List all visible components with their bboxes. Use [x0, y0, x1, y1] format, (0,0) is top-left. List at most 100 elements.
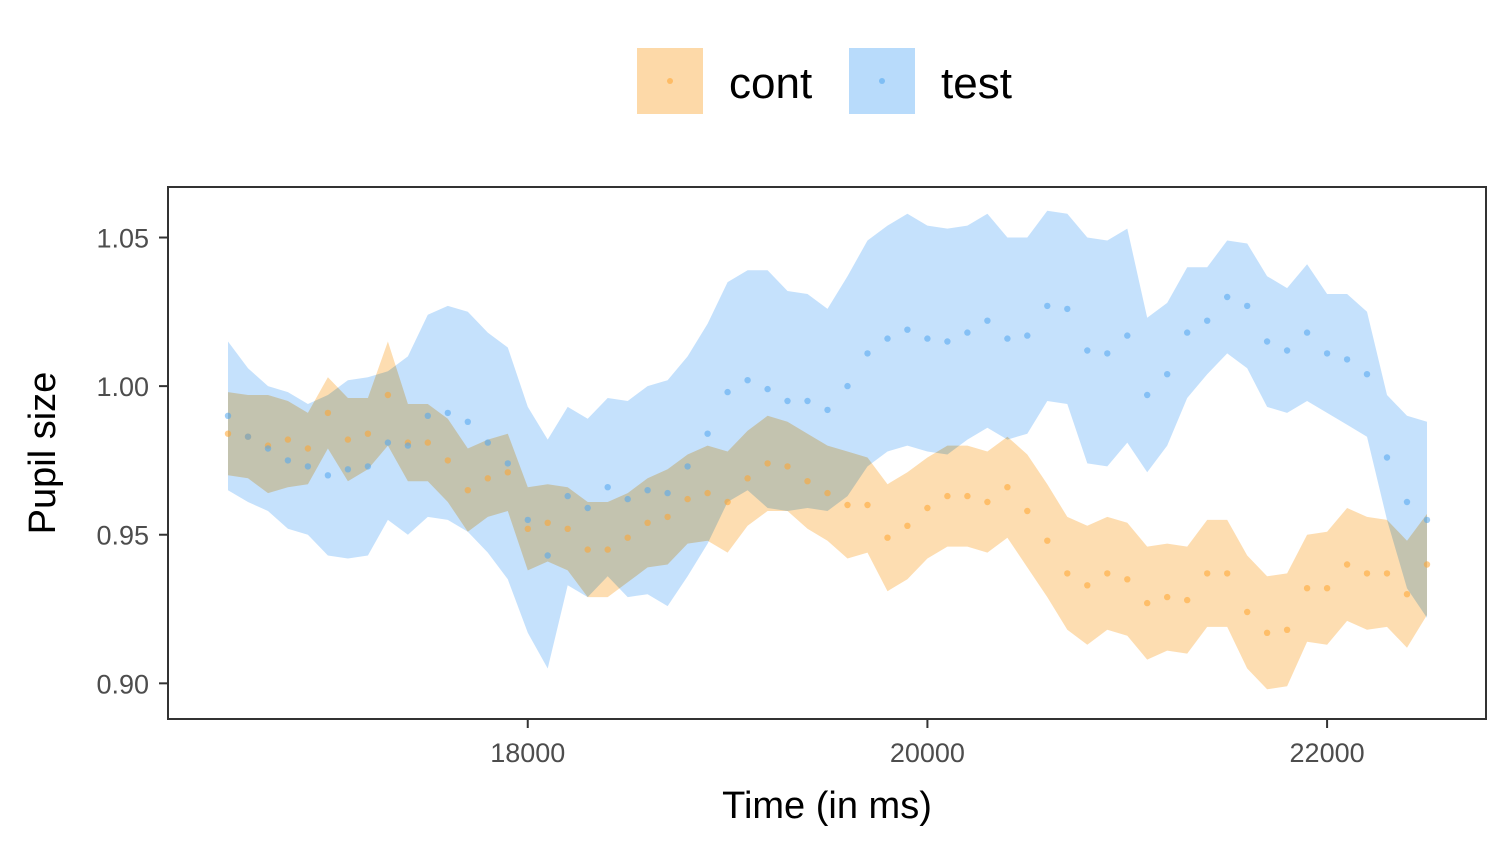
point-test	[1104, 350, 1111, 357]
legend-key-test-point	[879, 78, 885, 84]
point-test	[1383, 454, 1391, 461]
point-cont	[344, 436, 352, 443]
point-test	[424, 412, 431, 419]
point-cont	[1124, 576, 1131, 583]
point-test	[284, 457, 292, 464]
point-test	[684, 463, 691, 470]
point-test	[444, 409, 451, 417]
ribbon-cont	[228, 341, 1427, 690]
y-tick-label: 0.90	[96, 669, 149, 699]
point-test	[704, 430, 711, 437]
x-axis-title: Time (in ms)	[722, 785, 932, 827]
point-cont	[544, 519, 551, 526]
point-cont	[1263, 629, 1271, 636]
point-test	[384, 439, 392, 446]
point-test	[1363, 371, 1371, 378]
point-test	[1263, 338, 1271, 345]
point-cont	[384, 391, 392, 399]
point-cont	[1343, 561, 1351, 568]
point-cont	[804, 478, 811, 485]
legend-key-cont-point	[667, 78, 673, 84]
point-cont	[1363, 570, 1371, 577]
point-test	[1024, 332, 1031, 339]
ribbon-layer	[228, 210, 1427, 690]
point-test	[1343, 356, 1351, 363]
point-cont	[224, 430, 232, 437]
point-cont	[824, 489, 831, 497]
point-cont	[1244, 608, 1251, 616]
point-test	[844, 382, 851, 390]
point-cont	[604, 546, 611, 553]
point-test	[544, 552, 551, 559]
point-cont	[1084, 582, 1091, 589]
point-cont	[984, 498, 991, 506]
point-test	[1224, 293, 1231, 301]
point-test	[984, 317, 991, 324]
point-cont	[644, 519, 651, 526]
points-layer	[224, 293, 1431, 636]
point-test	[524, 516, 531, 524]
point-cont	[1204, 570, 1211, 577]
point-test	[604, 484, 611, 491]
point-test	[264, 445, 272, 452]
y-tick-label: 1.00	[96, 372, 149, 402]
point-test	[884, 335, 891, 342]
point-cont	[284, 436, 292, 443]
point-test	[1164, 371, 1171, 378]
point-test	[1124, 332, 1131, 339]
point-cont	[1104, 570, 1111, 577]
point-test	[584, 504, 591, 512]
point-test	[1283, 347, 1291, 354]
point-test	[1144, 391, 1151, 399]
point-test	[1184, 329, 1191, 336]
point-test	[1064, 305, 1071, 313]
legend-label-test: test	[941, 59, 1012, 108]
point-test	[464, 418, 471, 425]
point-test	[624, 495, 631, 503]
point-test	[904, 326, 911, 333]
point-cont	[564, 525, 571, 532]
y-axis: 0.90 0.95 1.00 1.05	[96, 224, 168, 699]
y-tick-label: 0.95	[96, 521, 149, 551]
point-test	[1204, 317, 1211, 324]
y-axis-title: Pupil size	[22, 372, 64, 535]
point-cont	[744, 475, 751, 482]
point-cont	[704, 489, 711, 497]
point-test	[924, 335, 931, 342]
point-cont	[784, 463, 791, 470]
point-cont	[1224, 570, 1231, 577]
point-test	[744, 377, 751, 384]
point-test	[784, 397, 791, 405]
point-test	[1423, 516, 1431, 524]
point-cont	[1303, 585, 1311, 592]
point-cont	[764, 460, 771, 467]
point-cont	[1403, 591, 1411, 598]
point-test	[344, 466, 352, 473]
point-cont	[684, 495, 691, 503]
point-test	[944, 338, 951, 345]
point-cont	[884, 534, 891, 541]
point-test	[244, 433, 252, 440]
point-cont	[624, 534, 631, 541]
point-cont	[364, 430, 372, 437]
point-cont	[1044, 537, 1051, 544]
ribbon-test	[228, 210, 1427, 669]
x-tick-label: 18000	[490, 738, 565, 768]
x-tick-label: 20000	[890, 738, 965, 768]
point-cont	[944, 492, 951, 500]
x-axis: 18000 20000 22000	[490, 719, 1365, 768]
point-cont	[324, 409, 332, 417]
point-test	[1084, 347, 1091, 354]
point-test	[804, 397, 811, 405]
point-cont	[1004, 484, 1011, 491]
point-cont	[504, 469, 511, 476]
point-test	[484, 439, 491, 446]
point-test	[1004, 335, 1011, 342]
point-cont	[464, 487, 471, 494]
point-cont	[724, 498, 731, 506]
point-test	[664, 489, 671, 497]
point-cont	[924, 504, 931, 512]
point-cont	[304, 445, 312, 452]
point-test	[1044, 302, 1051, 310]
